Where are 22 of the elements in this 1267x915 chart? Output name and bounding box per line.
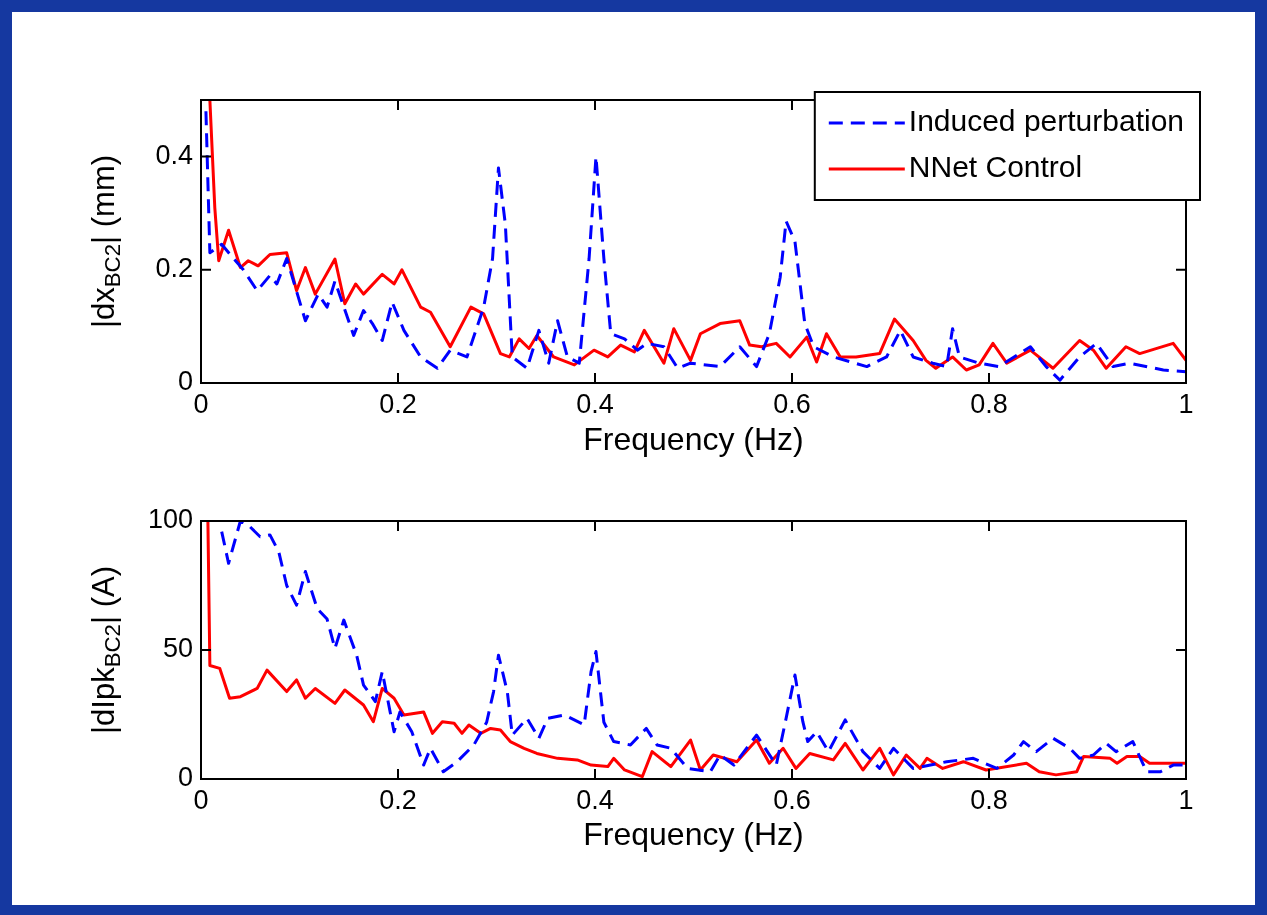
x-tick-label: 1: [1178, 388, 1194, 419]
y-tick-label: 0.4: [155, 140, 193, 171]
y-tick-label: 0: [177, 762, 193, 793]
legend-label: Induced perturbation: [908, 104, 1184, 138]
x-tick-label: 0.6: [773, 784, 811, 815]
y-tick-label: 50: [162, 633, 193, 664]
x-tick-label: 0.2: [379, 388, 417, 419]
x-tick-label: 0.4: [576, 784, 614, 815]
x-tick-label: 0.6: [773, 388, 811, 419]
y-tick-label: 100: [147, 504, 193, 535]
x-axis-title: Frequency (Hz): [583, 815, 804, 852]
x-axis-title: Frequency (Hz): [583, 420, 804, 457]
y-tick-label: 0: [177, 366, 193, 397]
x-tick-label: 0.2: [379, 784, 417, 815]
y-axis-title: |dIpkBC2| (A): [85, 565, 126, 735]
y-axis-title: |dxBC2| (mm): [85, 154, 126, 329]
x-tick-label: 0.8: [970, 388, 1008, 419]
y-tick-label: 0.2: [155, 253, 193, 284]
x-tick-label: 0.4: [576, 388, 614, 419]
legend-label: NNet Control: [908, 150, 1083, 184]
x-tick-label: 0.8: [970, 784, 1008, 815]
x-tick-label: 1: [1178, 784, 1194, 815]
